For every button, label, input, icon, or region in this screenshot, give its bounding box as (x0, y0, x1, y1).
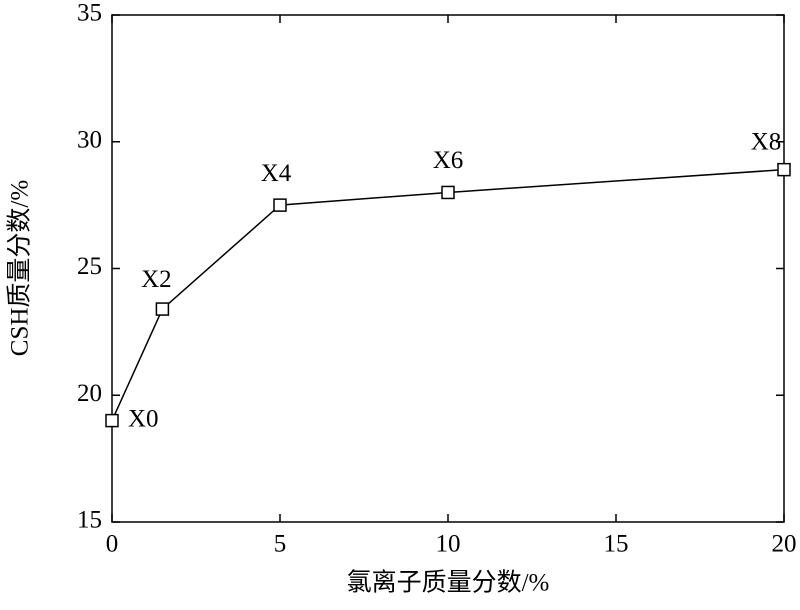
y-tick-label: 20 (77, 380, 102, 407)
x-tick-label: 10 (436, 531, 461, 558)
y-tick-label: 25 (77, 253, 102, 280)
point-label: X2 (141, 266, 172, 293)
point-marker (273, 198, 287, 212)
x-tick-label: 5 (274, 531, 287, 558)
point-marker (105, 413, 119, 428)
point-label: X8 (751, 128, 782, 155)
x-tick-label: 20 (772, 531, 797, 558)
point-label: X4 (261, 160, 292, 187)
y-axis-title: CSH质量分数/% (6, 180, 34, 356)
point-marker (155, 302, 170, 316)
y-tick-label: 35 (77, 0, 102, 27)
y-tick-label: 30 (77, 126, 102, 153)
plot-frame (111, 14, 785, 523)
point-label: X6 (433, 147, 464, 174)
x-tick-label: 15 (604, 531, 629, 558)
x-axis-title: 氯离子质量分数/% (347, 569, 550, 597)
point-marker (777, 162, 791, 177)
x-tick-label: 0 (106, 531, 119, 558)
point-label: X0 (128, 405, 159, 432)
series-line (111, 168, 785, 421)
y-tick-label: 15 (77, 507, 102, 534)
point-marker (441, 185, 455, 200)
